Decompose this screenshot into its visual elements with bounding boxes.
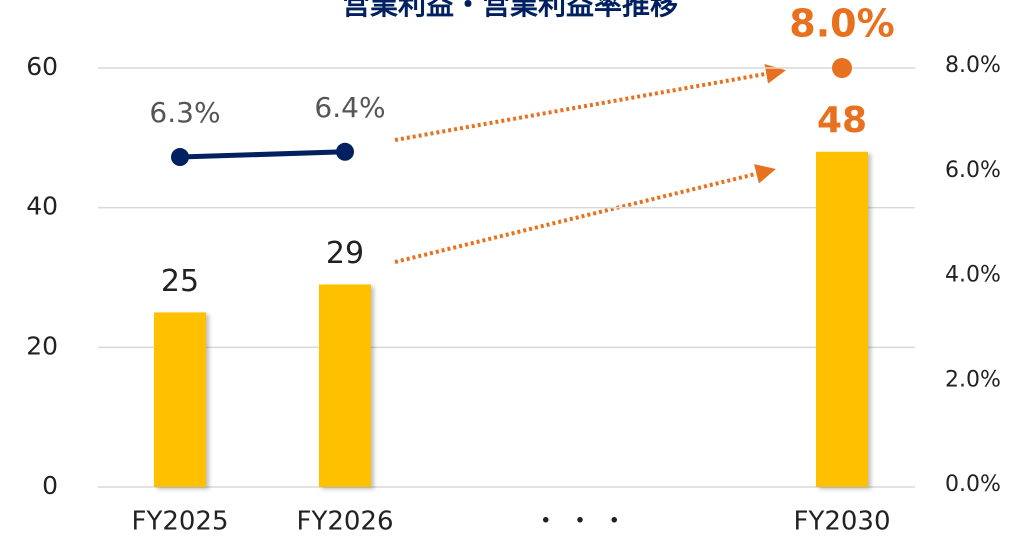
x-tick-label: FY2026 [296,507,393,537]
y2-tick-label: 2.0% [945,367,1001,392]
x-tick-label: FY2030 [793,507,890,537]
line-label: 6.3% [149,96,220,129]
x-tick-label: ・ ・ ・ [533,507,628,537]
line-point [832,58,852,78]
arrow [394,164,776,264]
y2-tick-label: 6.0% [945,158,1001,183]
bar-label: 29 [326,236,364,271]
bar [816,151,868,488]
bar [319,284,371,487]
bar-label: 48 [817,100,867,141]
line-label: 6.4% [314,91,385,124]
line-label: 8.0% [789,2,894,46]
line [179,149,346,160]
y-tick-label: 20 [26,331,58,360]
chart-title: 営業利益・営業利益率推移 [342,0,678,21]
y2-tick-label: 0.0% [945,472,1001,497]
bar-label: 25 [161,264,199,299]
y2-tick-label: 8.0% [945,53,1001,78]
y2-tick-label: 4.0% [945,263,1001,288]
y-tick-label: 0 [42,471,58,500]
line-point [171,148,189,167]
y-tick-label: 40 [26,192,58,221]
arrow [394,63,786,142]
y-tick-label: 60 [26,52,58,81]
bar [154,312,206,487]
line-point [336,142,354,161]
x-tick-label: FY2025 [131,507,228,537]
